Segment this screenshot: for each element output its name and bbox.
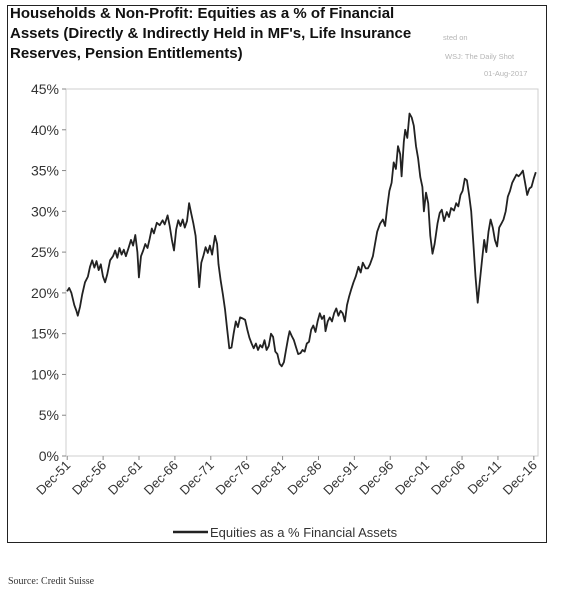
source-note: Source: Credit Suisse xyxy=(8,576,95,587)
line-chart: 0% 5% 10% 15% 20% 25% 30% 35% 40% 45% Dec-51Dec-5… xyxy=(31,81,540,540)
y-tick-label: 35% xyxy=(31,163,59,179)
legend-label: Equities as a % Financial Assets xyxy=(210,525,398,540)
series-layer xyxy=(66,112,537,368)
y-tick-label: 25% xyxy=(31,244,59,260)
plot-border xyxy=(65,88,539,457)
x-tick-label: Dec-86 xyxy=(284,458,324,498)
x-tick-label: Dec-11 xyxy=(464,458,504,498)
y-axis: 0% 5% 10% 15% 20% 25% 30% 35% 40% 45% xyxy=(31,81,66,464)
y-tick-label: 20% xyxy=(31,285,59,301)
x-tick-label: Dec-81 xyxy=(248,458,288,498)
y-tick-label: 0% xyxy=(39,448,59,464)
watermark-line-3: 01-Aug-2017 xyxy=(484,69,528,78)
chart-title-line-1: Households & Non-Profit: Equities as a %… xyxy=(10,5,395,22)
x-tick-label: Dec-91 xyxy=(320,458,360,498)
y-tick-label: 40% xyxy=(31,122,59,138)
x-tick-label: Dec-56 xyxy=(69,458,109,498)
x-axis: Dec-51Dec-56Dec-61Dec-66Dec-71Dec-76Dec-… xyxy=(33,456,540,498)
x-tick-label: Dec-71 xyxy=(177,458,217,498)
y-tick-label: 15% xyxy=(31,326,59,342)
x-tick-label: Dec-06 xyxy=(428,458,468,498)
chart-title-line-2: Assets (Directly & Indirectly Held in MF… xyxy=(10,25,412,42)
chart-title-line-3: Reserves, Pension Entitlements) xyxy=(10,45,243,62)
chart-title: Households & Non-Profit: Equities as a %… xyxy=(10,4,450,64)
x-tick-label: Dec-96 xyxy=(356,458,396,498)
x-tick-label: Dec-16 xyxy=(500,458,540,498)
x-tick-label: Dec-61 xyxy=(105,458,145,498)
y-tick-label: 30% xyxy=(31,203,59,219)
x-tick-label: Dec-76 xyxy=(213,458,253,498)
watermark-line-1: sted on xyxy=(443,33,468,42)
series-line xyxy=(66,112,537,368)
plot-area xyxy=(65,88,539,457)
y-tick-label: 10% xyxy=(31,366,59,382)
watermark-line-2: WSJ: The Daily Shot xyxy=(445,52,515,61)
legend: Equities as a % Financial Assets xyxy=(173,525,398,540)
y-tick-label: 45% xyxy=(31,81,59,97)
x-tick-label: Dec-66 xyxy=(141,458,181,498)
x-tick-label: Dec-01 xyxy=(392,458,432,498)
y-tick-label: 5% xyxy=(39,407,59,423)
